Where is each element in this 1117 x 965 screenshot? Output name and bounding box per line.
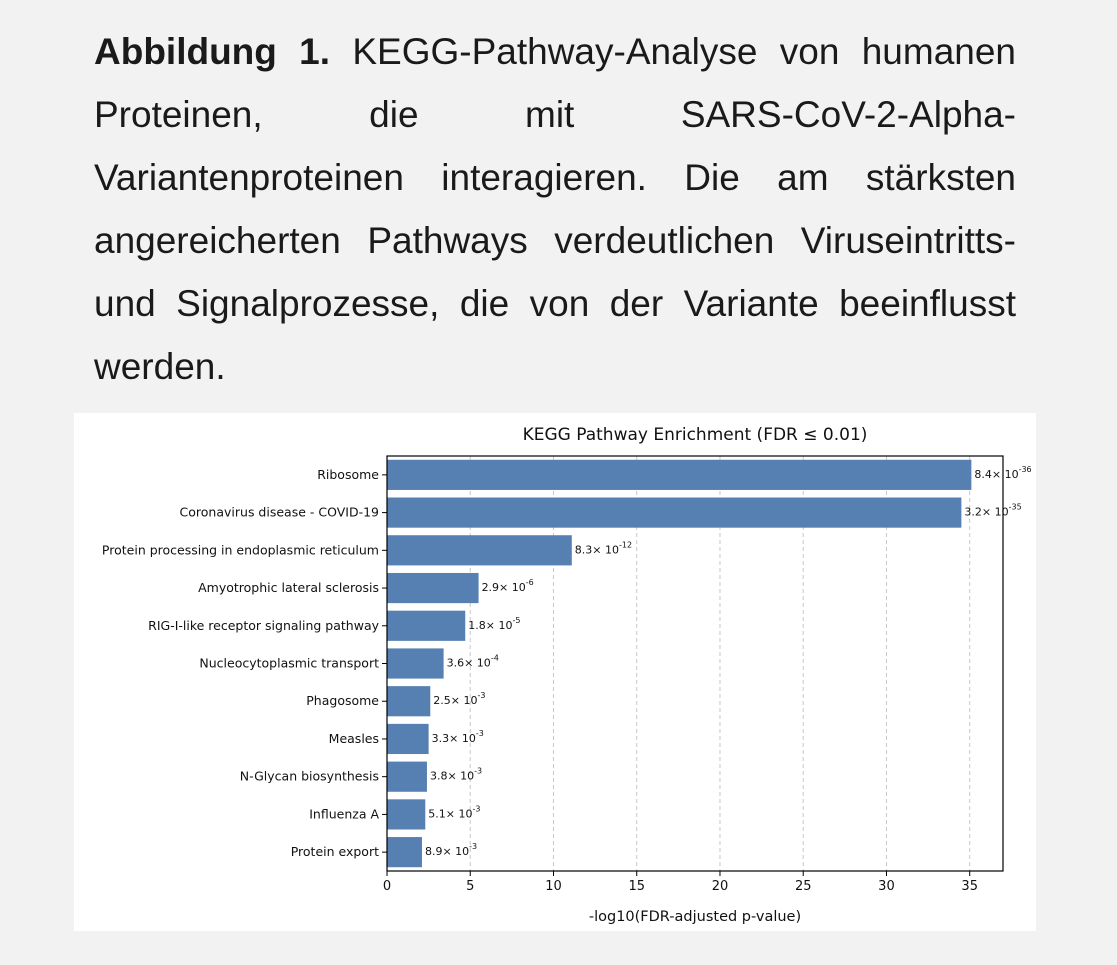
x-tick-label-6: 30: [878, 879, 895, 894]
value-label-9: 5.1× 10-3: [428, 804, 480, 820]
figure-caption: Abbildung 1. KEGG-Pathway-Analyse von hu…: [94, 20, 1016, 398]
value-label-10: 8.9× 10-3: [425, 842, 477, 858]
bar-1: [387, 497, 962, 528]
value-label-7: 3.3× 10-3: [432, 729, 484, 745]
category-label-5: Nucleocytoplasmic transport: [199, 656, 379, 671]
bar-10: [387, 837, 422, 868]
bar-7: [387, 723, 429, 755]
value-label-6: 2.5× 10-3: [433, 691, 485, 707]
value-label-1: 3.2× 10-35: [964, 503, 1021, 519]
x-tick-label-5: 25: [795, 879, 812, 894]
x-tick-label-0: 0: [383, 879, 391, 894]
value-label-8: 3.8× 10-3: [430, 767, 482, 783]
bar-6: [387, 686, 431, 717]
category-label-1: Coronavirus disease - COVID-19: [180, 505, 379, 520]
value-label-2: 8.3× 10-12: [575, 540, 632, 556]
category-label-4: RIG-I-like receptor signaling pathway: [148, 618, 379, 633]
category-label-10: Protein export: [291, 844, 379, 859]
x-tick-label-1: 5: [466, 879, 474, 894]
chart-title: KEGG Pathway Enrichment (FDR ≤ 0.01): [523, 425, 868, 445]
category-label-6: Phagosome: [306, 693, 379, 708]
x-tick-label-4: 20: [712, 879, 729, 894]
category-label-0: Ribosome: [317, 467, 379, 482]
x-tick-label-7: 35: [961, 879, 978, 894]
category-label-8: N-Glycan biosynthesis: [240, 769, 379, 784]
bar-9: [387, 799, 426, 830]
value-label-4: 1.8× 10-5: [468, 616, 520, 632]
category-label-3: Amyotrophic lateral sclerosis: [198, 580, 379, 595]
bar-4: [387, 610, 466, 641]
category-label-7: Measles: [329, 731, 379, 746]
bar-0: [387, 459, 972, 490]
figure-label: Abbildung 1.: [94, 31, 331, 72]
x-tick-label-3: 15: [628, 879, 645, 894]
chart-panel: Ribosome 8.4× 10-36 Coronavirus disease - …: [74, 413, 1036, 931]
caption-text: KEGG-Pathway-Analyse von humanen Protein…: [94, 31, 1017, 387]
bar-2: [387, 535, 572, 566]
bar-5: [387, 648, 444, 679]
value-label-5: 3.6× 10-4: [447, 654, 499, 670]
x-axis-label: -log10(FDR-adjusted p-value): [589, 909, 801, 925]
category-label-9: Influenza A: [309, 806, 379, 821]
category-label-2: Protein processing in endoplasmic reticu…: [102, 542, 379, 557]
plot-frame: [386, 455, 1004, 872]
bar-8: [387, 761, 427, 792]
bar-chart: Ribosome 8.4× 10-36 Coronavirus disease - …: [102, 425, 1032, 925]
bar-3: [387, 572, 479, 604]
x-tick-label-2: 10: [545, 879, 562, 894]
value-label-0: 8.4× 10-36: [974, 465, 1031, 481]
value-label-3: 2.9× 10-6: [482, 578, 534, 594]
